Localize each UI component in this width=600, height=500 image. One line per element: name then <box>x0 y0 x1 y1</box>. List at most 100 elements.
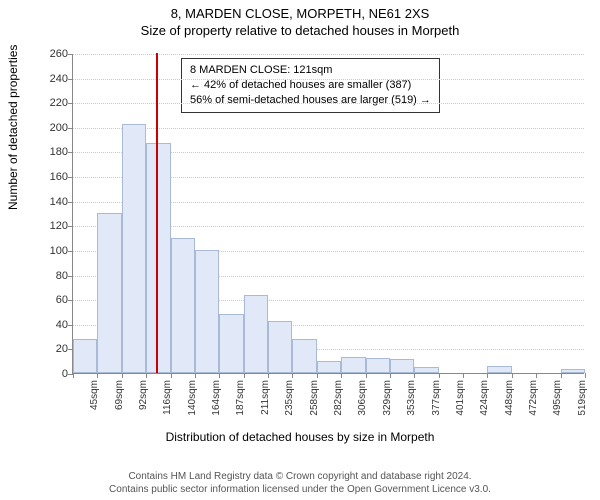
xtick-mark <box>561 373 562 378</box>
xtick-label: 140sqm <box>187 380 198 416</box>
xtick-mark <box>122 373 123 378</box>
xtick-label: 69sqm <box>114 380 125 410</box>
xtick-label: 519sqm <box>577 380 588 416</box>
histogram-bar <box>366 358 390 373</box>
ytick-mark <box>68 128 73 129</box>
histogram-bar <box>73 339 97 373</box>
footer: Contains HM Land Registry data © Crown c… <box>0 470 600 496</box>
ytick-label: 180 <box>50 146 68 158</box>
histogram-bar <box>268 321 292 373</box>
histogram-bar <box>195 250 219 373</box>
xtick-mark <box>366 373 367 378</box>
xtick-mark <box>341 373 342 378</box>
xtick-mark <box>439 373 440 378</box>
xtick-mark <box>244 373 245 378</box>
xtick-mark <box>536 373 537 378</box>
xtick-mark <box>219 373 220 378</box>
xtick-label: 211sqm <box>260 380 271 415</box>
ytick-label: 0 <box>62 368 68 380</box>
ytick-mark <box>68 79 73 80</box>
histogram-bar <box>146 143 170 373</box>
ytick-mark <box>68 202 73 203</box>
gridline <box>73 128 584 129</box>
xtick-mark <box>171 373 172 378</box>
ytick-label: 220 <box>50 97 68 109</box>
xtick-label: 187sqm <box>235 380 246 416</box>
y-axis-label: Number of detached properties <box>6 45 20 210</box>
xtick-mark <box>512 373 513 378</box>
chart-area: 8 MARDEN CLOSE: 121sqm ← 42% of detached… <box>44 54 584 424</box>
ytick-label: 40 <box>56 319 68 331</box>
ytick-label: 120 <box>50 220 68 232</box>
ytick-mark <box>68 177 73 178</box>
histogram-bar <box>341 357 365 373</box>
xtick-label: 377sqm <box>431 380 442 416</box>
x-axis-label: Distribution of detached houses by size … <box>0 430 600 444</box>
xtick-label: 353sqm <box>406 380 417 416</box>
histogram-bar <box>219 314 243 373</box>
xtick-mark <box>585 373 586 378</box>
histogram-bar <box>561 369 585 373</box>
xtick-label: 92sqm <box>138 380 149 410</box>
xtick-mark <box>390 373 391 378</box>
ytick-label: 20 <box>56 343 68 355</box>
xtick-label: 164sqm <box>211 380 222 416</box>
histogram-bar <box>487 366 511 373</box>
xtick-label: 448sqm <box>504 380 515 416</box>
xtick-mark <box>195 373 196 378</box>
xtick-label: 282sqm <box>333 380 344 416</box>
title-line-1: 8, MARDEN CLOSE, MORPETH, NE61 2XS <box>0 0 600 21</box>
xtick-label: 495sqm <box>552 380 563 416</box>
xtick-mark <box>463 373 464 378</box>
ytick-mark <box>68 54 73 55</box>
ytick-label: 160 <box>50 171 68 183</box>
xtick-mark <box>292 373 293 378</box>
xtick-mark <box>73 373 74 378</box>
ytick-mark <box>68 276 73 277</box>
xtick-mark <box>414 373 415 378</box>
ytick-label: 100 <box>50 245 68 257</box>
histogram-bar <box>317 361 341 373</box>
histogram-bar <box>414 367 438 373</box>
xtick-label: 45sqm <box>89 380 100 410</box>
gridline <box>73 54 584 55</box>
footer-line-2: Contains public sector information licen… <box>0 483 600 496</box>
ytick-mark <box>68 152 73 153</box>
ytick-label: 200 <box>50 122 68 134</box>
xtick-label: 116sqm <box>162 380 173 415</box>
xtick-mark <box>146 373 147 378</box>
ytick-mark <box>68 300 73 301</box>
xtick-label: 424sqm <box>479 380 490 416</box>
histogram-bar <box>390 359 414 373</box>
histogram-bar <box>171 238 195 373</box>
ytick-label: 240 <box>50 73 68 85</box>
xtick-mark <box>97 373 98 378</box>
ytick-label: 80 <box>56 270 68 282</box>
ytick-label: 140 <box>50 196 68 208</box>
gridline <box>73 79 584 80</box>
title-line-2: Size of property relative to detached ho… <box>0 21 600 38</box>
ytick-label: 60 <box>56 294 68 306</box>
xtick-label: 472sqm <box>528 380 539 416</box>
ytick-label: 260 <box>50 48 68 60</box>
xtick-label: 401sqm <box>455 380 466 416</box>
xtick-mark <box>268 373 269 378</box>
ytick-mark <box>68 226 73 227</box>
annotation-line-2: ← 42% of detached houses are smaller (38… <box>190 78 431 93</box>
ytick-mark <box>68 251 73 252</box>
xtick-mark <box>487 373 488 378</box>
histogram-bar <box>122 124 146 373</box>
plot-area: 8 MARDEN CLOSE: 121sqm ← 42% of detached… <box>72 54 584 374</box>
histogram-bar <box>244 295 268 373</box>
footer-line-1: Contains HM Land Registry data © Crown c… <box>0 470 600 483</box>
xtick-label: 235sqm <box>284 380 295 416</box>
annotation-box: 8 MARDEN CLOSE: 121sqm ← 42% of detached… <box>181 58 440 113</box>
histogram-bar <box>97 213 121 373</box>
xtick-mark <box>317 373 318 378</box>
reference-line <box>156 53 158 373</box>
xtick-label: 258sqm <box>309 380 320 416</box>
ytick-mark <box>68 103 73 104</box>
xtick-label: 329sqm <box>382 380 393 416</box>
annotation-line-1: 8 MARDEN CLOSE: 121sqm <box>190 63 431 78</box>
gridline <box>73 103 584 104</box>
